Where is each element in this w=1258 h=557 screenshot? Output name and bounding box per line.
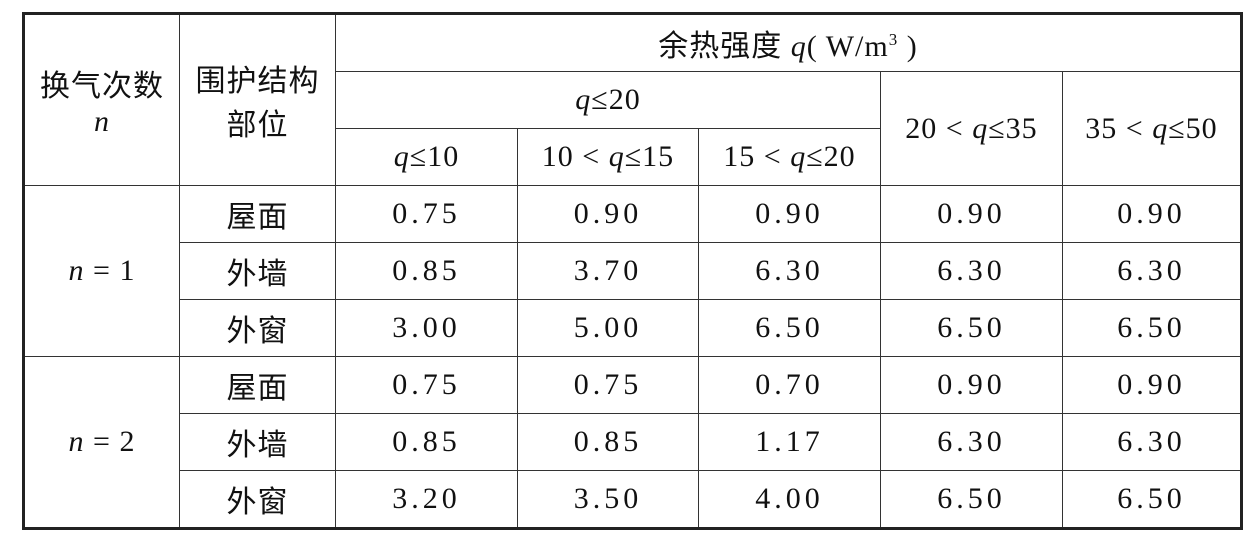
header-symbol: q	[790, 140, 807, 173]
table-row: 外窗 3.20 3.50 4.00 6.50 6.50	[24, 470, 1242, 529]
header-symbol: q	[1152, 111, 1169, 145]
value-cell: 3.50	[517, 470, 699, 529]
value-cell: 6.30	[1062, 413, 1242, 471]
header-text: 20 <	[905, 111, 973, 145]
value-cell: 6.50	[1062, 299, 1242, 357]
part-cell: 外窗	[179, 299, 336, 357]
value-cell: 3.20	[335, 470, 518, 529]
data-table: 换气次数 n 围护结构 部位 余热强度 q( W/m3 ) q≤20 20 < q≤…	[22, 12, 1243, 530]
header-symbol: q	[393, 140, 410, 173]
header-symbol: q	[790, 30, 807, 63]
header-cell: 围护结构 部位	[179, 13, 336, 186]
header-text: 35 <	[1085, 111, 1153, 145]
value-cell: 0.75	[335, 185, 518, 243]
table-row: 外墙 0.85 0.85 1.17 6.30 6.30	[24, 413, 1242, 471]
value-cell: 0.90	[880, 185, 1063, 243]
header-cell: q≤20	[335, 71, 881, 129]
header-cell: 20 < q≤35	[880, 71, 1063, 186]
header-text: ≤50	[1168, 111, 1218, 145]
group-text: = 1	[84, 254, 136, 287]
value-cell: 1.17	[698, 413, 881, 471]
table-row: n = 2 屋面 0.75 0.75 0.70 0.90 0.90	[23, 356, 1242, 529]
header-cell: q≤10	[335, 128, 518, 186]
part-cell: 屋面	[179, 356, 336, 414]
part-cell: 外窗	[179, 470, 336, 529]
header-text: ≤10	[409, 140, 460, 173]
value-cell: 0.85	[335, 242, 518, 300]
header-cell: 余热强度 q( W/m3 )	[335, 13, 1242, 72]
value-cell: 0.90	[880, 356, 1063, 414]
header-symbol: q	[608, 140, 625, 173]
value-cell: 0.75	[517, 356, 699, 414]
value-cell: 0.90	[1062, 356, 1242, 414]
value-cell: 0.85	[517, 413, 699, 471]
header-cell: 10 < q≤15	[517, 128, 699, 186]
value-cell: 0.75	[335, 356, 518, 414]
header-text: ≤35	[988, 111, 1038, 145]
value-cell: 5.00	[517, 299, 699, 357]
header-symbol: q	[575, 83, 592, 116]
group-cell: n = 1	[23, 185, 180, 357]
header-unit: )	[898, 30, 918, 63]
group-symbol: n	[68, 254, 85, 287]
header-text: 围护结构	[195, 65, 320, 98]
header-text: 换气次数	[40, 70, 164, 103]
header-text: 部位	[226, 109, 289, 142]
value-cell: 0.90	[517, 185, 699, 243]
value-cell: 6.50	[698, 299, 881, 357]
value-cell: 3.00	[335, 299, 518, 357]
header-cell: 15 < q≤20	[698, 128, 881, 186]
part-cell: 屋面	[179, 185, 336, 243]
value-cell: 6.50	[880, 470, 1063, 529]
header-unit: ( W/m	[806, 30, 889, 63]
table-row: n = 1 屋面 0.75 0.90 0.90 0.90 0.90	[23, 185, 1242, 357]
group-cell: n = 2	[23, 356, 180, 529]
part-cell: 外墙	[179, 413, 336, 471]
value-cell: 6.30	[880, 413, 1063, 471]
value-cell: 3.70	[517, 242, 699, 300]
header-cell: 换气次数 n	[23, 13, 180, 186]
header-exponent: 3	[888, 30, 899, 49]
table-row: 外窗 3.00 5.00 6.50 6.50 6.50	[24, 299, 1242, 357]
value-cell: 6.50	[880, 299, 1063, 357]
header-symbol: q	[972, 111, 989, 145]
header-text: ≤20	[806, 140, 856, 173]
value-cell: 0.85	[335, 413, 518, 471]
value-cell: 6.30	[1062, 242, 1242, 300]
value-cell: 6.30	[880, 242, 1063, 300]
value-cell: 0.90	[1062, 185, 1242, 243]
header-symbol: n	[94, 105, 110, 138]
group-symbol: n	[68, 425, 85, 458]
value-cell: 0.90	[698, 185, 881, 243]
value-cell: 4.00	[698, 470, 881, 529]
value-cell: 6.50	[1062, 470, 1242, 529]
value-cell: 6.30	[698, 242, 881, 300]
header-text: 余热强度	[658, 30, 783, 63]
header-text: 15 <	[723, 140, 791, 173]
header-text: ≤20	[591, 83, 641, 116]
header-text: ≤15	[624, 140, 675, 173]
group-text: = 2	[84, 425, 136, 458]
header-text: 10 <	[541, 140, 609, 173]
table-row: 外墙 0.85 3.70 6.30 6.30 6.30	[24, 242, 1242, 300]
part-cell: 外墙	[179, 242, 336, 300]
value-cell: 0.70	[698, 356, 881, 414]
header-cell: 35 < q≤50	[1062, 71, 1242, 186]
